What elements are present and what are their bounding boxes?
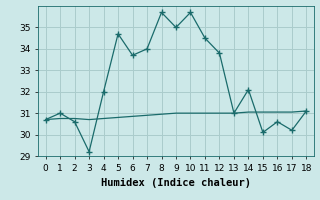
X-axis label: Humidex (Indice chaleur): Humidex (Indice chaleur) <box>101 178 251 188</box>
